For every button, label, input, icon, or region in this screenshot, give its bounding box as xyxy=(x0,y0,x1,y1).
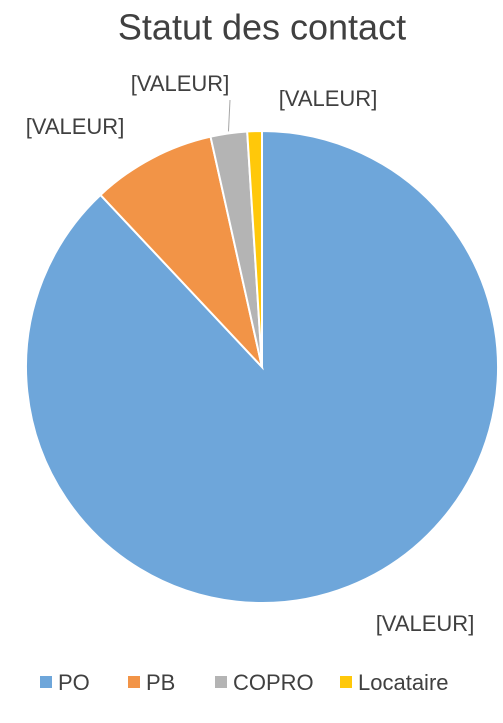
pie-slice xyxy=(246,129,263,368)
legend-label: Locataire xyxy=(358,670,449,695)
legend-swatch xyxy=(128,676,140,688)
legend-label: PB xyxy=(146,670,175,695)
data-label: [VALEUR] xyxy=(26,114,125,139)
legend-label: COPRO xyxy=(233,670,314,695)
data-label: [VALEUR] xyxy=(279,86,378,111)
legend-label: PO xyxy=(58,670,90,695)
data-label: [VALEUR] xyxy=(376,611,475,636)
legend-swatch xyxy=(215,676,227,688)
leader-line xyxy=(227,99,231,132)
pie-slice xyxy=(99,135,264,371)
legend-swatch xyxy=(40,676,52,688)
legend-swatch xyxy=(340,676,352,688)
data-label: [VALEUR] xyxy=(131,71,230,96)
chart-title: Statut des contact xyxy=(118,7,406,48)
